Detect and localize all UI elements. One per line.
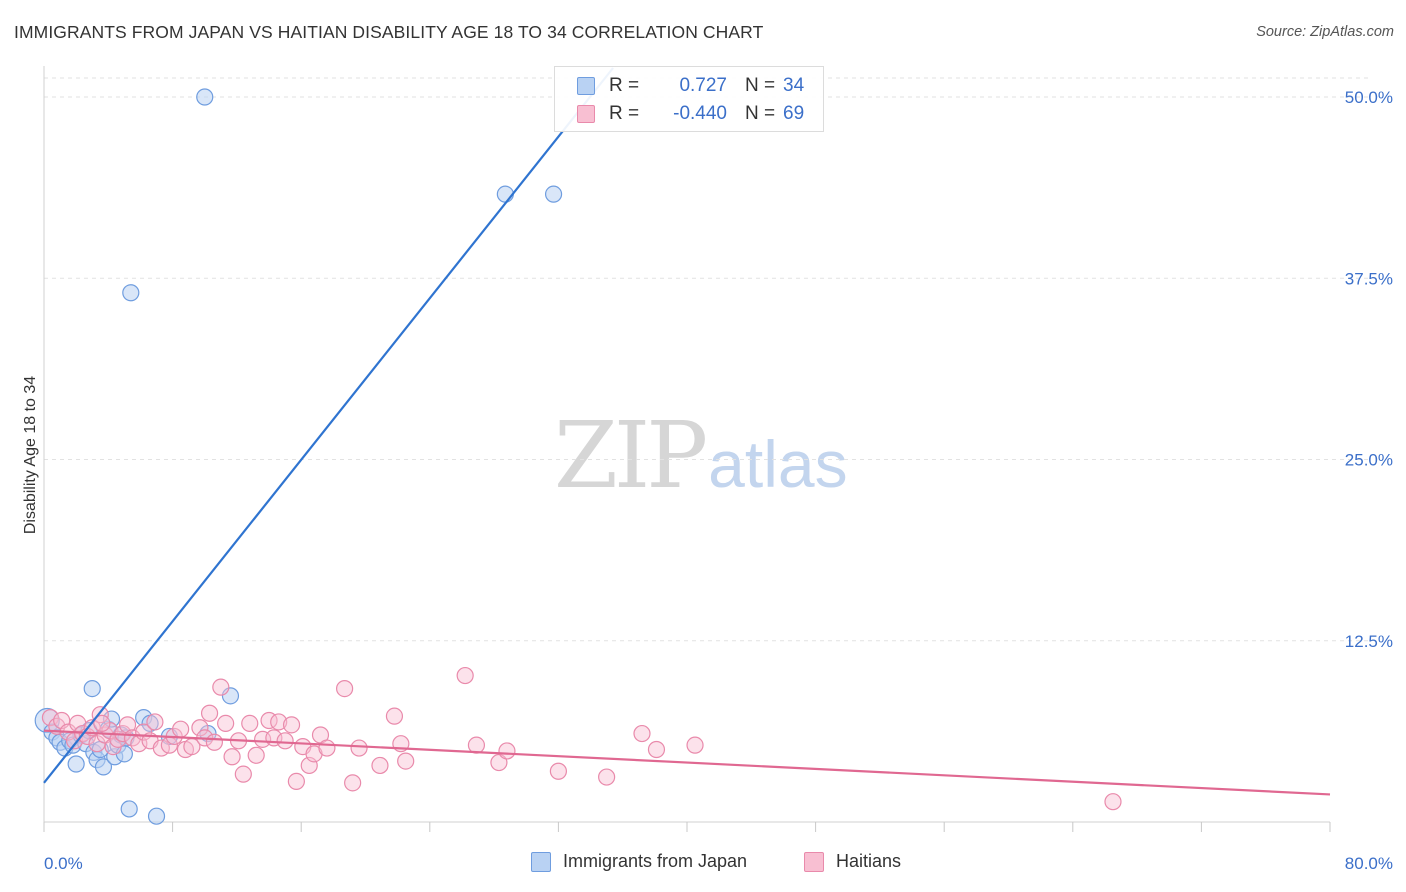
legend-row-japan: R = 0.727 N = 34 (577, 73, 804, 99)
trend-line-layer (43, 67, 1331, 796)
haiti-point (397, 752, 415, 770)
legend-row-haiti: R = -0.440 N = 69 (577, 101, 804, 127)
legend-r-value: -0.440 (673, 103, 727, 124)
haiti-point (172, 720, 190, 738)
japan-point (67, 755, 85, 773)
japan-points-layer (34, 88, 563, 825)
haiti-point (223, 748, 241, 766)
haiti-point (118, 716, 137, 734)
legend-r-value: 0.727 (679, 75, 727, 96)
japan-legend-swatch (531, 851, 551, 872)
japan-point (544, 185, 563, 203)
x-tick-label-end: 80.0% (1345, 854, 1393, 873)
x-tick-label-start: 0.0% (44, 854, 83, 873)
chart-title: IMMIGRANTS FROM JAPAN VS HAITIAN DISABIL… (14, 22, 764, 42)
zipatlas-watermark: ZIPatlas (554, 402, 848, 509)
legend-n-value: 34 (783, 75, 805, 96)
haiti-point (686, 736, 704, 754)
japan-point (496, 185, 514, 203)
haiti-point (549, 762, 568, 780)
source-label: Source: ZipAtlas.com (1256, 24, 1394, 40)
correlation-legend: R = 0.727 N = 34 R = -0.440 N = 69 (554, 66, 824, 132)
haiti-point (205, 733, 223, 751)
legend-r-label: R = (609, 103, 640, 124)
legend-label-japan: Immigrants from Japan (563, 851, 748, 871)
watermark-atlas: atlas (708, 427, 848, 501)
haiti-point (282, 716, 301, 734)
haiti-point (633, 724, 651, 743)
haiti-point (200, 704, 219, 722)
japan-point (147, 807, 166, 825)
haiti-point (1104, 793, 1122, 811)
grid-layer (44, 77, 1368, 642)
haiti-point (385, 707, 404, 725)
haiti-point (191, 719, 209, 737)
y-tick-label: 37.5% (1345, 269, 1393, 288)
haiti-point (287, 772, 305, 791)
haiti-point (212, 678, 230, 696)
y-tick-label: 50.0% (1345, 88, 1393, 107)
japan-trend-line (43, 67, 614, 784)
axis-layer (43, 66, 1331, 832)
legend-r-label: R = (609, 75, 640, 96)
japan-point (221, 687, 240, 705)
japan-point (120, 800, 138, 818)
haiti-point (270, 713, 288, 731)
tick-label-layer: 12.5% 25.0% 37.5% 50.0% 0.0% 80.0% (44, 88, 1393, 873)
haiti-point (498, 742, 516, 760)
haiti-point (647, 740, 666, 759)
haiti-point (490, 753, 508, 772)
haiti-point (241, 714, 259, 733)
series-legend: Immigrants from Japan Haitians (0, 851, 1406, 877)
haiti-point (276, 732, 294, 750)
haiti-point (350, 739, 368, 757)
y-tick-label: 12.5% (1345, 632, 1393, 651)
haiti-point (217, 714, 235, 733)
haiti-swatch (577, 105, 595, 123)
haiti-point (146, 713, 164, 731)
japan-swatch (577, 77, 595, 95)
legend-item-japan[interactable]: Immigrants from Japan (531, 851, 747, 872)
haiti-point (41, 708, 60, 727)
legend-label-haiti: Haitians (836, 851, 902, 871)
haiti-point (371, 756, 389, 775)
legend-n-label: N = (745, 75, 776, 96)
japan-point (196, 88, 214, 106)
haiti-point (247, 746, 265, 764)
haiti-point (234, 765, 252, 783)
japan-point (83, 679, 101, 698)
haiti-legend-swatch (804, 851, 824, 872)
haiti-point (456, 666, 474, 685)
haiti-point (344, 774, 362, 792)
haiti-point (318, 739, 336, 757)
legend-n-value: 69 (783, 103, 805, 124)
haiti-point (93, 714, 111, 733)
japan-point (122, 284, 140, 302)
y-tick-label: 25.0% (1345, 451, 1393, 470)
legend-n-label: N = (745, 103, 776, 124)
japan-point (94, 758, 113, 776)
haiti-point (336, 679, 354, 698)
haiti-point (598, 768, 616, 786)
haiti-trend-line (43, 729, 1331, 796)
watermark-zip: ZIP (554, 402, 708, 509)
legend-item-haiti[interactable]: Haitians (804, 851, 901, 872)
